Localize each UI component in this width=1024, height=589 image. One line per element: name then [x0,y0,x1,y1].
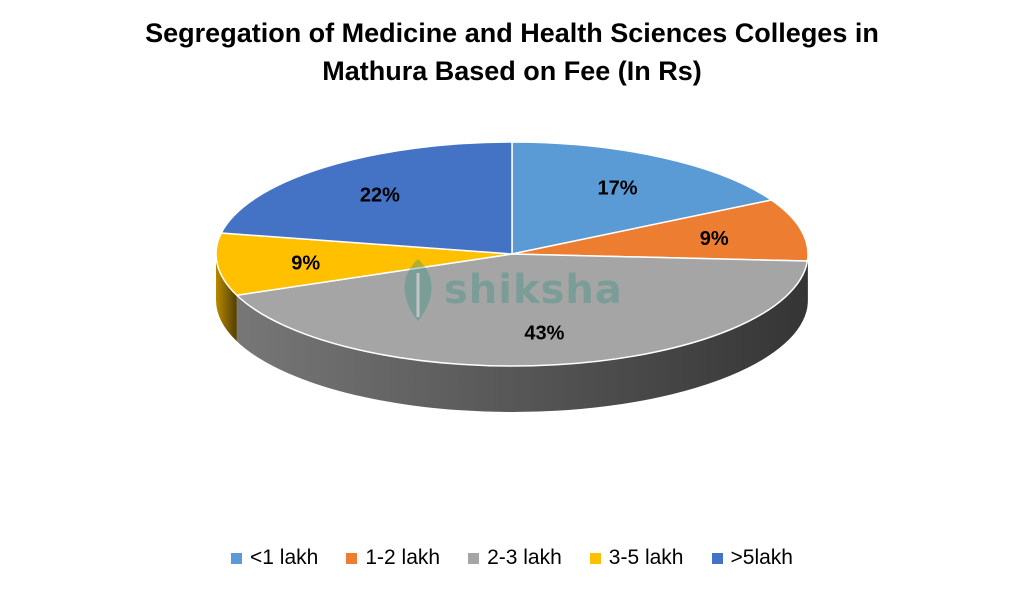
pie-slice-gt-5-lakh [220,141,513,255]
legend-swatch [346,552,358,564]
legend-item-1-2-lakh: 1-2 lakh [346,546,440,570]
chart-title: Segregation of Medicine and Health Scien… [0,14,1024,90]
legend-label: >5lakh [730,546,793,569]
chart-title-line-1: Segregation of Medicine and Health Scien… [145,18,879,48]
pie-label-group: 17% 9% 43% 9% 22% [291,178,729,345]
pie-slice-lt-1-lakh [511,141,773,255]
pie-slice-2-3-lakh [236,253,809,367]
watermark-text: shiksha [444,267,623,313]
legend-label: 2-3 lakh [487,546,562,569]
legend-item-2-3-lakh: 2-3 lakh [468,546,562,570]
legend-label: <1 lakh [250,546,319,569]
legend-item-3-5-lakh: 3-5 lakh [589,546,684,570]
pie-slice-3-5-lakh [215,232,513,296]
data-label-1-2-lakh: 9% [700,228,729,250]
watermark: shiksha [392,255,623,325]
data-label-2-3-lakh: 43% [524,322,564,344]
legend-label: 3-5 lakh [608,546,684,569]
pie-side-2-3-lakh [236,261,808,412]
legend-label: 1-2 lakh [365,546,441,569]
legend-swatch [711,552,723,564]
data-label-3-5-lakh: 9% [291,252,320,274]
legend-item-lt-1-lakh: <1 lakh [231,546,318,570]
legend: <1 lakh 1-2 lakh 2-3 lakh 3-5 lakh >5lak… [0,546,1024,570]
legend-item-gt-5-lakh: >5lakh [711,546,793,570]
data-label-gt-5-lakh: 22% [360,185,400,207]
data-label-lt-1-lakh: 17% [597,178,637,200]
pie-side-1-2-lakh [807,254,809,308]
chart-title-line-2: Mathura Based on Fee (In Rs) [322,56,702,86]
pie-top-group [215,141,809,367]
legend-swatch [231,552,243,564]
leaf-icon [404,259,432,321]
legend-swatch [589,552,601,564]
legend-swatch [468,552,480,564]
pie-slice-1-2-lakh [511,199,809,262]
